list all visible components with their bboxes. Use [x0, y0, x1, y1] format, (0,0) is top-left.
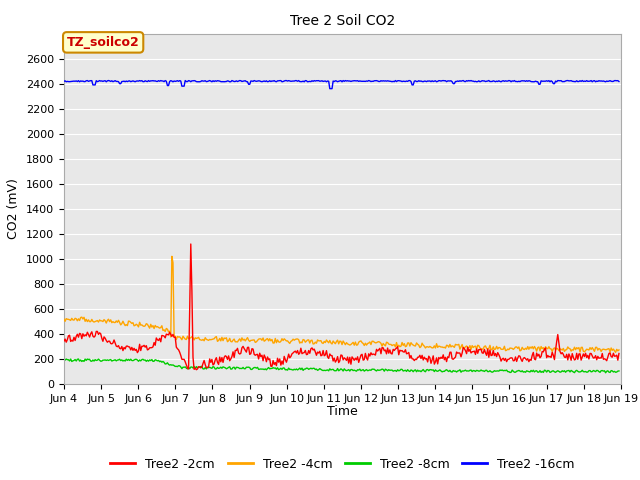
- Line: Tree2 -16cm: Tree2 -16cm: [64, 81, 619, 89]
- Tree2 -8cm: [60, 356, 68, 362]
- Tree2 -2cm: [330, 358, 337, 364]
- Tree2 -2cm: [363, 355, 371, 361]
- Tree2 -8cm: [392, 368, 399, 373]
- Tree2 -8cm: [362, 368, 369, 373]
- Tree2 -4cm: [612, 349, 620, 355]
- Tree2 -4cm: [615, 347, 623, 353]
- Title: Tree 2 Soil CO2: Tree 2 Soil CO2: [290, 14, 395, 28]
- Tree2 -8cm: [328, 367, 336, 372]
- Line: Tree2 -2cm: Tree2 -2cm: [64, 244, 619, 370]
- Tree2 -2cm: [393, 345, 401, 351]
- Tree2 -4cm: [328, 341, 336, 347]
- Tree2 -16cm: [60, 78, 68, 84]
- Tree2 -16cm: [181, 78, 189, 84]
- Y-axis label: CO2 (mV): CO2 (mV): [8, 179, 20, 239]
- Tree2 -16cm: [393, 79, 401, 84]
- Tree2 -16cm: [604, 79, 612, 84]
- Tree2 -2cm: [615, 350, 623, 356]
- Legend: Tree2 -2cm, Tree2 -4cm, Tree2 -8cm, Tree2 -16cm: Tree2 -2cm, Tree2 -4cm, Tree2 -8cm, Tree…: [106, 453, 579, 476]
- Line: Tree2 -8cm: Tree2 -8cm: [64, 359, 619, 373]
- Tree2 -4cm: [60, 316, 68, 322]
- Tree2 -2cm: [604, 354, 612, 360]
- Tree2 -8cm: [615, 368, 623, 374]
- Tree2 -16cm: [363, 78, 371, 84]
- Tree2 -16cm: [517, 78, 525, 84]
- Tree2 -4cm: [516, 348, 524, 354]
- Tree2 -8cm: [604, 368, 612, 373]
- Tree2 -16cm: [326, 86, 333, 92]
- Tree2 -2cm: [60, 338, 68, 344]
- Tree2 -2cm: [517, 357, 525, 362]
- Tree2 -4cm: [168, 253, 176, 259]
- Tree2 -4cm: [603, 347, 611, 352]
- X-axis label: Time: Time: [327, 405, 358, 418]
- Tree2 -8cm: [75, 356, 83, 362]
- Tree2 -8cm: [602, 370, 609, 376]
- Tree2 -2cm: [326, 351, 333, 357]
- Tree2 -16cm: [330, 78, 337, 84]
- Tree2 -4cm: [362, 340, 369, 346]
- Tree2 -16cm: [615, 79, 623, 84]
- Tree2 -8cm: [325, 368, 333, 374]
- Tree2 -8cm: [516, 368, 524, 374]
- Tree2 -16cm: [325, 78, 333, 84]
- Tree2 -2cm: [187, 241, 195, 247]
- Tree2 -4cm: [392, 344, 399, 350]
- Tree2 -2cm: [193, 367, 200, 372]
- Line: Tree2 -4cm: Tree2 -4cm: [64, 256, 619, 352]
- Text: TZ_soilco2: TZ_soilco2: [67, 36, 140, 49]
- Tree2 -4cm: [325, 340, 333, 346]
